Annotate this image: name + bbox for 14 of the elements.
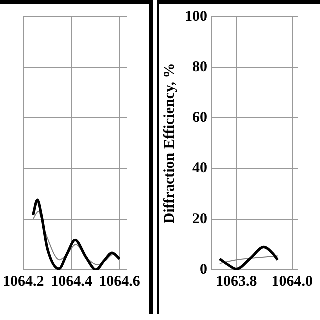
x-tick-label: 1064.6: [99, 274, 141, 290]
x-tick-label: 1064.4: [51, 274, 93, 290]
x-tick-label: 1064.0: [272, 274, 314, 290]
line-series: [218, 246, 280, 270]
y-tick-label: 100: [185, 8, 208, 25]
y-tick-label: 40: [192, 160, 208, 177]
y-tick-label: 0: [200, 262, 208, 278]
y-tick-label: 80: [192, 59, 208, 76]
x-tick-label: 1064.2: [3, 274, 44, 290]
line-series: [219, 256, 278, 264]
y-tick-label: 60: [192, 110, 208, 126]
y-tick-label: 20: [192, 211, 208, 228]
x-tick-label: 1063.8: [216, 274, 258, 290]
y-axis-title: Diffraction Efficiency, %: [162, 63, 178, 224]
